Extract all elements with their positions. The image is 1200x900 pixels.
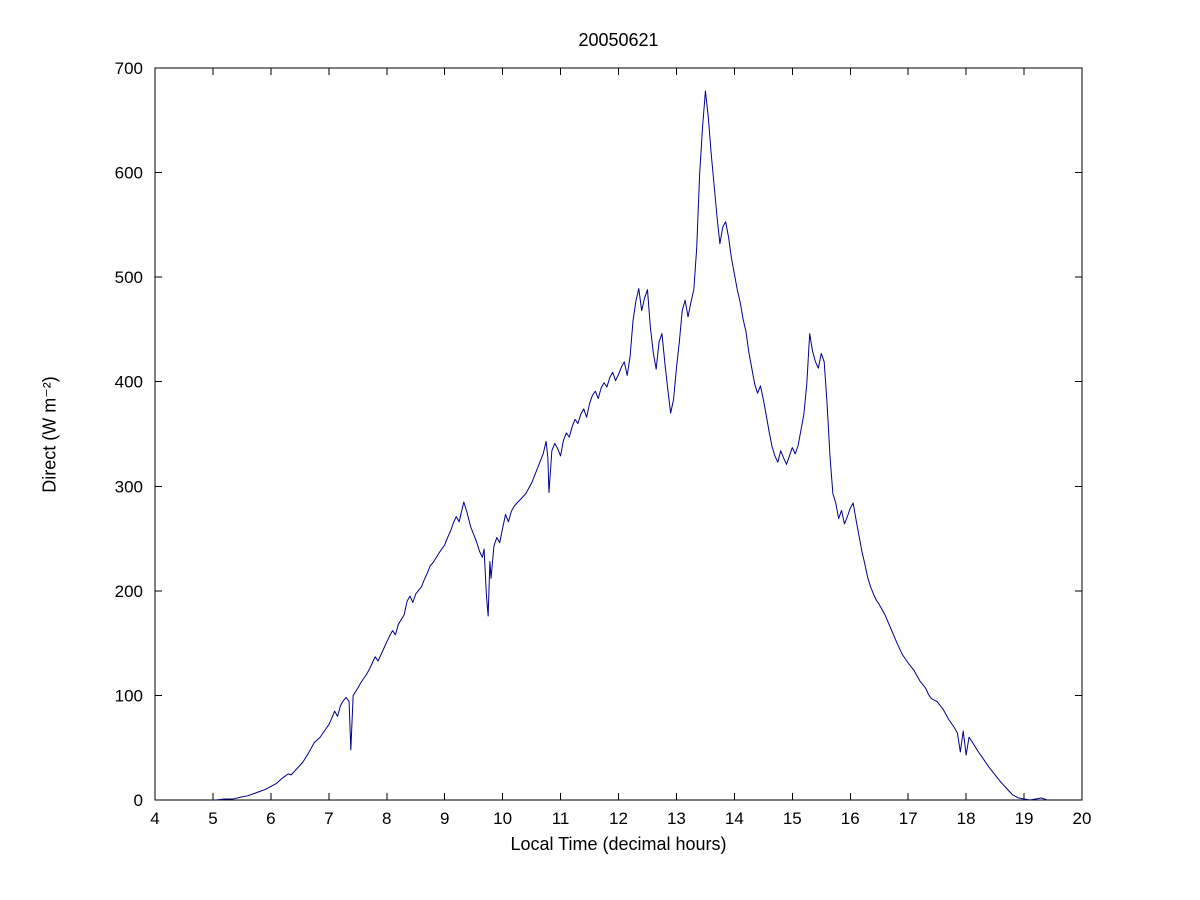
x-tick-label: 16 [841,809,860,828]
x-tick-label: 20 [1073,809,1092,828]
x-tick-label: 18 [957,809,976,828]
x-tick-label: 17 [899,809,918,828]
x-tick-label: 19 [1015,809,1034,828]
y-axis-label-wrap: Direct (W m⁻²) [30,68,70,800]
x-tick-label: 7 [324,809,333,828]
x-tick-label: 6 [266,809,275,828]
x-tick-label: 4 [150,809,159,828]
x-tick-label: 8 [382,809,391,828]
x-tick-label: 15 [783,809,802,828]
y-tick-label: 0 [134,791,143,810]
y-tick-label: 400 [115,373,143,392]
y-tick-label: 200 [115,582,143,601]
x-tick-label: 5 [208,809,217,828]
x-tick-label: 9 [440,809,449,828]
y-tick-label: 600 [115,164,143,183]
x-axis-label: Local Time (decimal hours) [510,834,727,854]
direct-irradiance-line [215,90,1048,801]
x-tick-label: 13 [667,809,686,828]
x-tick-label: 12 [609,809,628,828]
x-tick-label: 11 [552,809,570,828]
chart-title: 20050621 [578,30,659,50]
x-tick-label: 10 [493,809,512,828]
x-tick-label: 14 [725,809,744,828]
y-tick-label: 100 [115,686,143,705]
y-axis-label: Direct (W m⁻²) [39,375,60,493]
y-tick-label: 500 [115,268,143,287]
axes-box [154,67,1083,801]
y-tick-label: 700 [115,59,143,78]
y-tick-label: 300 [115,477,143,496]
